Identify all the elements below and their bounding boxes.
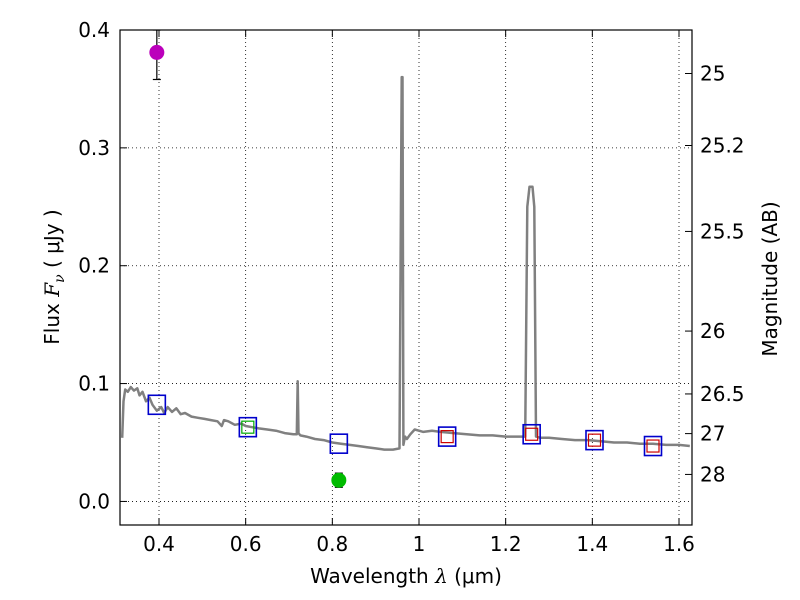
y2-axis-title: Magnitude (AB)	[758, 201, 782, 356]
model-photometry-marker	[329, 433, 349, 454]
x-tick-label: 1	[413, 532, 426, 556]
y-tick-label: 0.1	[78, 372, 110, 396]
observed-flux-point	[149, 44, 165, 60]
x-tick-label: 1.4	[576, 532, 608, 556]
y-axis-title: Flux Fν ( μJy )	[40, 209, 68, 344]
model-photometry-marker	[437, 426, 457, 447]
magnitude-tick-label: 25.2	[700, 134, 745, 158]
x-tick-label: 1.6	[663, 532, 695, 556]
observed-flux-point	[331, 472, 347, 488]
x-tick-label: 1.2	[490, 532, 522, 556]
model-photometry-inner-marker	[587, 433, 602, 447]
model-photometry-marker	[585, 429, 604, 451]
x-tick-label: 0.8	[316, 532, 348, 556]
tick-labels: 0.4 0.6 0.8 1 1.2 1.4 1.6 0.0 0.1 0.2 0.3 0.4 25 25.2…	[78, 18, 744, 556]
magnitude-tick-label: 26.5	[700, 382, 745, 406]
y-tick-label: 0.2	[78, 254, 110, 278]
plot-frame	[119, 29, 693, 526]
model-photometry-marker	[147, 394, 167, 416]
magnitude-tick-label: 25.5	[700, 219, 745, 243]
magnitude-tick-label: 26	[700, 319, 725, 343]
magnitude-tick-label: 25	[700, 62, 725, 86]
x-axis-title-suffix: (μm)	[448, 564, 502, 588]
model-photometry-marker	[643, 435, 663, 457]
model-photometry-inner-marker	[646, 439, 660, 453]
y-tick-label: 0.4	[78, 18, 110, 42]
model-photometry-inner-marker	[241, 420, 255, 434]
data-series	[120, 30, 690, 488]
x-axis-symbol: λ	[434, 564, 448, 588]
x-tick-label: 0.4	[143, 532, 175, 556]
model-photometry-inner-marker	[525, 427, 539, 441]
magnitude-tick-label: 28	[700, 462, 725, 486]
y-axis-title-prefix: Flux	[40, 297, 64, 345]
model-photometry-marker	[522, 423, 541, 445]
x-axis-title: Wavelength λ (μm)	[310, 564, 502, 588]
y-axis-title-suffix: ( μJy )	[40, 209, 64, 274]
grid-lines	[120, 29, 692, 525]
plot-area	[120, 30, 690, 488]
y-tick-label: 0.3	[78, 136, 110, 160]
spectrum-line	[120, 75, 690, 451]
magnitude-tick-label: 27	[700, 422, 725, 446]
x-tick-label: 0.6	[230, 532, 262, 556]
y-tick-label: 0.0	[78, 489, 110, 513]
x-axis-title-prefix: Wavelength	[310, 564, 435, 588]
y-axis-subscript: ν	[52, 274, 68, 283]
y-axis-symbol: F	[40, 282, 64, 298]
model-photometry-inner-marker	[440, 430, 454, 444]
axis-ticks	[120, 29, 692, 525]
model-photometry-marker	[238, 416, 258, 438]
